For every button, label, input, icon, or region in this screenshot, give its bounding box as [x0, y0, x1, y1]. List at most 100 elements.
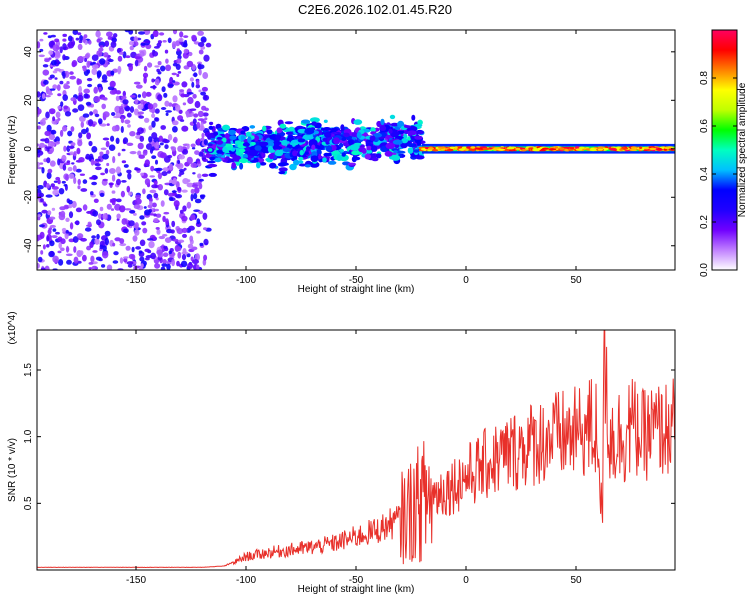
snr-series-line: [37, 330, 675, 569]
spectrogram-noise-blob: [125, 55, 131, 59]
spectrogram-noise-blob: [151, 113, 156, 118]
spectrogram-noise-blob: [142, 227, 148, 234]
spectrogram-noise-blob: [197, 30, 205, 36]
spectrogram-noise-blob: [202, 112, 209, 117]
spectrogram-noise-blob: [160, 200, 165, 207]
spectrogram-noise-blob: [52, 44, 60, 52]
spectrogram-band-blob: [292, 150, 298, 157]
spectrogram-noise-blob: [57, 236, 63, 242]
spectrogram-noise-blob: [175, 104, 181, 112]
spectrogram-noise-blob: [144, 159, 150, 167]
spectrogram-band-blob: [392, 139, 403, 145]
spectrogram-noise-blob: [62, 54, 66, 61]
spectrogram-noise-blob: [62, 72, 66, 79]
spectrogram-noise-blob: [72, 108, 79, 113]
spectrogram-band-blob: [240, 130, 246, 135]
spectrogram-noise-blob: [61, 227, 67, 232]
spectrogram-band-blob: [222, 146, 228, 153]
spectrogram-noise-blob: [54, 38, 60, 43]
x-tick-label: 0: [463, 575, 469, 586]
spectrogram-noise-blob: [125, 106, 131, 112]
spectrogram-noise-blob: [179, 171, 185, 176]
spectrogram-noise-blob: [68, 211, 74, 219]
spectrogram-band-blob: [236, 151, 242, 157]
spectrogram-noise-blob: [129, 41, 134, 46]
spectrogram-noise-blob: [95, 30, 101, 38]
spectrogram-noise-blob: [143, 65, 148, 72]
spectrogram-noise-blob: [145, 40, 151, 44]
spectrogram-noise-blob: [146, 143, 153, 150]
spectrogram-band-blob: [351, 150, 360, 156]
spectrogram-band-blob: [341, 152, 346, 157]
spectrogram-noise-blob: [48, 57, 52, 60]
spectrogram-noise-blob: [194, 150, 200, 156]
spectrogram-noise-blob: [186, 92, 194, 95]
spectrogram-noise-blob: [126, 112, 132, 118]
spectrogram-band-blob: [299, 149, 304, 156]
spectrogram-noise-blob: [149, 197, 153, 203]
spectrogram-noise-blob: [48, 133, 56, 140]
spectrogram-noise-blob: [37, 256, 43, 263]
spectrogram-noise-blob: [182, 102, 187, 106]
spectrogram-noise-blob: [109, 90, 117, 95]
spectrogram-noise-blob: [179, 89, 185, 93]
spectrogram-noise-blob: [147, 238, 154, 241]
colorbar-ticks: 0.0 0.2 0.4 0.6 0.8: [699, 71, 737, 277]
spectrogram-noise-blob: [116, 178, 121, 186]
spectrogram-band-blob: [304, 127, 315, 135]
spectrogram-noise-blob: [182, 233, 187, 238]
spectrogram-noise-blob: [183, 42, 188, 48]
spectrogram-noise-blob: [137, 150, 142, 156]
spectrogram-noise-blob: [128, 191, 133, 196]
spectrogram-noise-blob: [165, 64, 172, 72]
spectrogram-band-blob: [311, 121, 317, 126]
spectrogram-noise-blob: [69, 222, 74, 230]
spectrogram-band-blob: [372, 133, 382, 138]
spectrogram-noise-blob: [128, 253, 135, 260]
spectrogram-noise-blob: [192, 184, 198, 188]
spectrogram-band-blob: [231, 162, 237, 169]
spectrogram-noise-blob: [96, 219, 101, 226]
spectrogram-noise-blob: [51, 207, 56, 211]
spectrogram-noise-blob: [66, 81, 70, 85]
spectrogram-noise-blob: [140, 42, 146, 46]
spectrogram-noise-blob: [150, 165, 155, 172]
spectrogram-noise-blob: [143, 206, 147, 209]
spectrogram-line-blob: [497, 148, 506, 151]
y-tick-label: -40: [23, 238, 34, 253]
spectrogram-band-blob: [309, 117, 320, 123]
spectrogram-noise-blob: [176, 58, 182, 64]
spectrogram-noise-blob: [154, 208, 159, 212]
spectrogram-noise-blob: [191, 147, 196, 150]
spectrogram-noise-blob: [149, 175, 155, 178]
spectrogram-noise-blob: [58, 259, 64, 266]
spectrogram-noise-blob: [48, 92, 53, 96]
spectrogram-noise-blob: [203, 139, 208, 146]
spectrogram-noise-blob: [113, 33, 118, 38]
spectrogram-noise-blob: [93, 198, 99, 203]
spectrogram-noise-blob: [198, 42, 205, 47]
spectrogram-noise-blob: [90, 159, 95, 166]
spectrogram-band-blob: [415, 131, 425, 135]
spectrogram-noise-blob: [197, 63, 202, 70]
spectrogram-noise-blob: [121, 95, 127, 100]
spectrogram-band-blob: [298, 156, 304, 161]
spectrogram-y-ticks: -40 -20 0 20 40: [23, 46, 675, 253]
spectrogram-noise-blob: [177, 251, 182, 259]
spectrogram-band-blob: [343, 132, 350, 138]
spectrogram-noise-blob: [134, 56, 141, 60]
spectrogram-noise-blob: [57, 250, 62, 254]
spectrogram-band-blob: [284, 121, 294, 125]
spectrogram-noise-blob: [180, 260, 188, 268]
spectrogram-noise-blob: [86, 210, 93, 214]
spectrogram-noise-blob: [168, 163, 174, 171]
spectrogram-line-blob: [569, 146, 575, 150]
spectrogram-noise-blob: [112, 156, 116, 164]
spectrogram-band-blob: [216, 153, 223, 157]
colorbar-tick-label: 0.0: [699, 263, 710, 277]
spectrogram-noise-blob: [89, 111, 94, 116]
spectrogram-noise-blob: [67, 130, 73, 137]
spectrogram-noise-blob: [77, 55, 84, 63]
spectrogram-noise-blob: [57, 105, 62, 110]
spectrogram-noise-blob: [191, 81, 195, 88]
